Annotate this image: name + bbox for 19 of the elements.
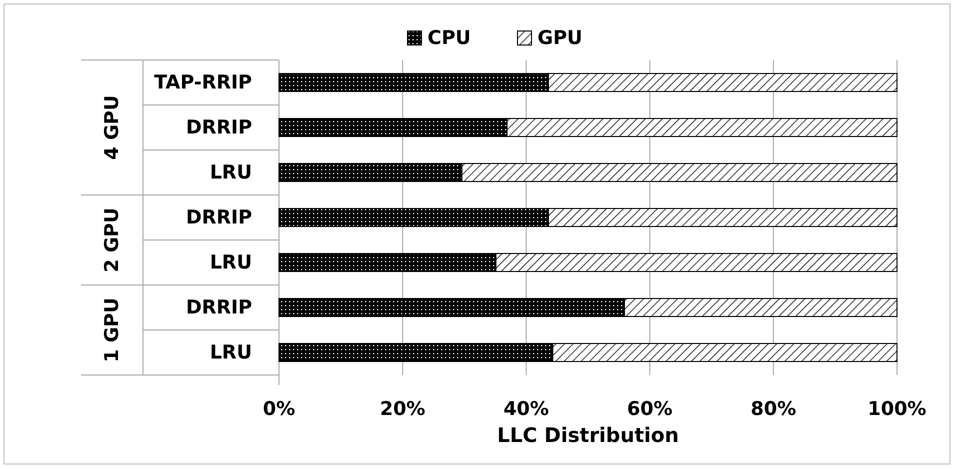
x-tick-label: 100% — [868, 398, 926, 420]
legend-label: GPU — [538, 27, 582, 49]
y-tick-label: DRRIP — [186, 296, 252, 318]
x-tick-label: 80% — [750, 398, 796, 420]
text: 2 GPU — [101, 208, 123, 272]
y-tick-label: TAP-RRIP — [154, 72, 252, 94]
y-tick-label: LRU — [210, 252, 252, 274]
y-tick-label: LRU — [210, 162, 252, 184]
text: 1 GPU — [101, 298, 123, 362]
x-axis-title: LLC Distribution — [497, 423, 679, 447]
legend-label: CPU — [428, 27, 471, 49]
x-tick-label: 0% — [262, 398, 296, 420]
y-tick-label: DRRIP — [186, 116, 252, 138]
text: 4 GPU — [101, 95, 123, 160]
x-tick-label: 20% — [380, 398, 426, 420]
x-tick-label: 40% — [503, 398, 549, 420]
y-tick-label: DRRIP — [186, 206, 252, 228]
x-tick-label: 60% — [627, 398, 673, 420]
y-tick-label: LRU — [210, 342, 252, 364]
